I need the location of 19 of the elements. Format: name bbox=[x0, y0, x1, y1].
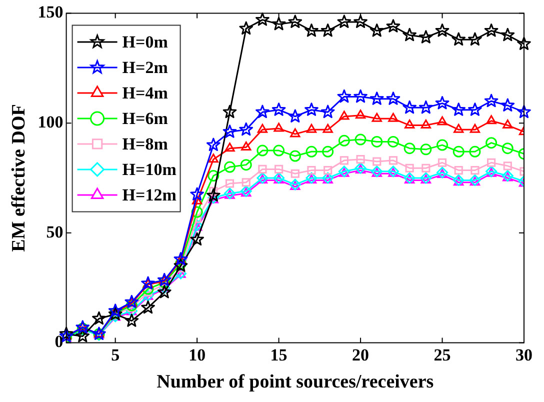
legend-label: H=0m bbox=[122, 32, 168, 52]
x-tick-label: 15 bbox=[270, 345, 288, 364]
legend-label: H=8m bbox=[122, 134, 168, 154]
y-tick-label: 0 bbox=[54, 332, 64, 352]
x-tick-label: 30 bbox=[516, 345, 532, 364]
y-axis-title: EM effective DOF bbox=[8, 104, 30, 252]
x-tick-label: 10 bbox=[188, 345, 206, 364]
y-tick-label: 150 bbox=[38, 2, 64, 22]
legend-label: H=2m bbox=[122, 58, 168, 77]
y-tick-label: 100 bbox=[38, 112, 64, 132]
x-axis-title: Number of point sources/receivers bbox=[156, 372, 434, 393]
legend-label: H=10m bbox=[122, 160, 176, 179]
x-tick-label: 20 bbox=[352, 345, 370, 364]
x-tick-label: 5 bbox=[111, 345, 120, 364]
legend-label: H=4m bbox=[122, 83, 168, 102]
legend-label: H=6m bbox=[122, 108, 168, 128]
x-tick-label: 25 bbox=[434, 345, 451, 364]
legend-label: H=12m bbox=[122, 185, 176, 204]
y-tick-label: 50 bbox=[46, 222, 64, 242]
